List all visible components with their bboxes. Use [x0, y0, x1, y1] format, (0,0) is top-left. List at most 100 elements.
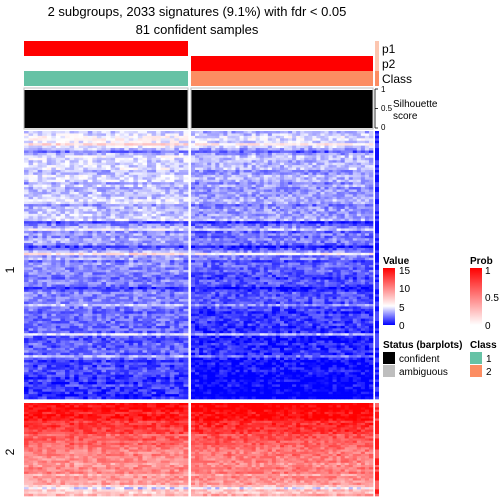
heatmap-cell [296, 150, 301, 154]
heatmap-cell [69, 160, 75, 164]
heatmap-cell [243, 199, 248, 203]
heatmap-cell [251, 165, 257, 168]
heatmap-cell [284, 140, 289, 144]
heatmap-cell [328, 245, 333, 249]
heatmap-cell [231, 274, 236, 278]
heatmap-cell [251, 206, 257, 210]
heatmap-cell [360, 184, 366, 188]
heatmap-cell [219, 187, 224, 190]
heatmap-cell [279, 174, 285, 178]
row-strip-cell [375, 165, 379, 168]
heatmap-cell [231, 172, 236, 176]
heatmap-cell [215, 204, 220, 207]
heatmap-cell [42, 201, 48, 205]
heatmap-cell [199, 250, 204, 254]
heatmap-cell [106, 131, 111, 134]
heatmap-cell [195, 182, 200, 185]
heatmap-cell [74, 269, 80, 273]
heatmap-cell [300, 143, 305, 146]
heatmap-cell [203, 148, 208, 151]
heatmap-cell [292, 150, 297, 154]
heatmap-cell [348, 223, 354, 227]
heatmap-cell [300, 260, 305, 263]
heatmap-cell [304, 196, 309, 200]
heatmap-cell [78, 172, 84, 176]
heatmap-cell [328, 138, 333, 142]
heatmap-cell [96, 260, 102, 263]
heatmap-cell [169, 182, 175, 185]
heatmap-cell [55, 160, 61, 164]
heatmap-cell [320, 196, 325, 200]
heatmap-cell [133, 196, 139, 200]
heatmap-cell [304, 194, 309, 198]
heatmap-cell [106, 135, 111, 139]
heatmap-cell [316, 138, 321, 142]
heatmap-cell [124, 228, 130, 232]
heatmap-cell [316, 133, 321, 137]
heatmap-cell [69, 235, 75, 239]
heatmap-cell [142, 172, 148, 176]
heatmap-cell [227, 235, 232, 239]
heatmap-cell [284, 165, 289, 168]
heatmap-cell [324, 182, 329, 185]
heatmap-cell [275, 272, 281, 276]
heatmap-cell [178, 274, 184, 278]
heatmap-cell [96, 138, 102, 142]
heatmap-cell [251, 182, 257, 185]
heatmap-cell [191, 223, 196, 227]
heatmap-cell [328, 165, 333, 168]
heatmap-cell [340, 199, 346, 203]
heatmap-cell [195, 255, 200, 259]
heatmap-cell [174, 174, 180, 178]
heatmap-cell [165, 131, 171, 134]
heatmap-cell [223, 211, 228, 215]
heatmap-cell [33, 194, 39, 198]
heatmap-cell [336, 260, 341, 263]
heatmap-cell [267, 148, 273, 151]
heatmap-cell [312, 179, 317, 183]
heatmap-cell [83, 272, 89, 276]
heatmap-cell [284, 252, 289, 256]
heatmap-cell [92, 177, 98, 181]
heatmap-cell [328, 235, 333, 239]
heatmap-cell [360, 262, 366, 266]
heatmap-cell [74, 226, 80, 229]
heatmap-cell [207, 162, 212, 166]
heatmap-cell [251, 255, 257, 259]
heatmap-cell [165, 206, 171, 210]
heatmap-cell [243, 157, 248, 161]
heatmap-cell [320, 191, 325, 195]
heatmap-cell [340, 167, 346, 171]
heatmap-cell [231, 269, 236, 273]
heatmap-cell [344, 206, 350, 210]
heatmap-cell [320, 265, 325, 268]
heatmap-cell [336, 194, 341, 198]
heatmap-cell [316, 172, 321, 176]
heatmap-cell [324, 262, 329, 266]
heatmap-cell [199, 150, 204, 154]
heatmap-cell [156, 265, 162, 268]
heatmap-cell [364, 138, 370, 142]
heatmap-cell [46, 138, 52, 142]
heatmap-cell [174, 191, 180, 195]
heatmap-cell [332, 218, 337, 222]
heatmap-cell [69, 140, 75, 144]
heatmap-cell [316, 255, 321, 259]
heatmap-cell [156, 204, 162, 207]
heatmap-cell [284, 274, 289, 278]
heatmap-cell [203, 250, 208, 254]
heatmap-cell [137, 143, 143, 146]
heatmap-cell [320, 199, 325, 203]
heatmap-cell [106, 228, 111, 232]
heatmap-cell [110, 196, 116, 200]
heatmap-cell [223, 160, 228, 164]
row-strip-cell [375, 162, 379, 166]
heatmap-cell [165, 140, 171, 144]
heatmap-cell [215, 179, 220, 183]
heatmap-cell [255, 260, 261, 263]
heatmap-cell [203, 138, 208, 142]
heatmap-cell [308, 148, 313, 151]
heatmap-cell [348, 182, 354, 185]
heatmap-cell [74, 160, 80, 164]
heatmap-cell [110, 165, 116, 168]
